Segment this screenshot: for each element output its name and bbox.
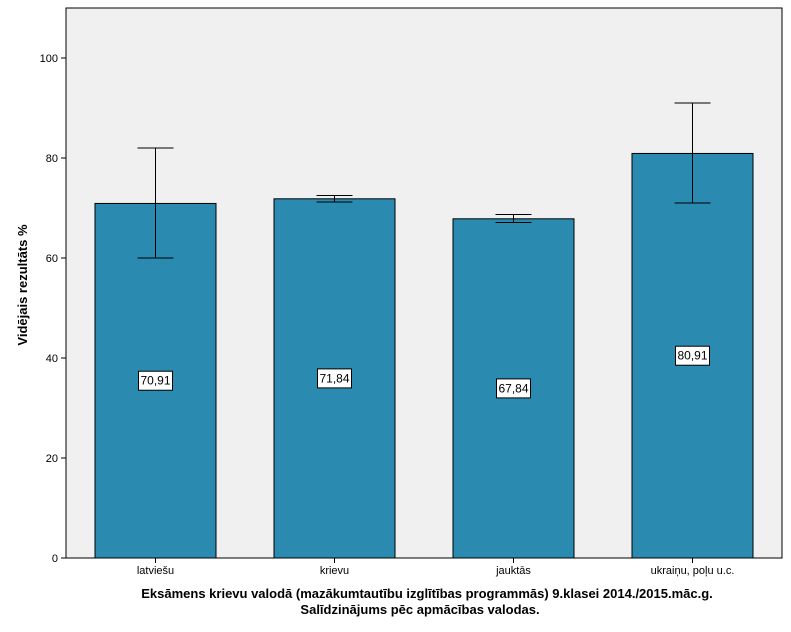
y-tick-label-1: 20 [46,453,58,465]
y-tick-label-5: 100 [40,53,58,65]
x-tick-label-2: jauktās [495,565,531,577]
data-label-0: 70,91 [140,374,170,388]
data-label-box-3 [675,345,710,366]
y-axis-title: Vidējais rezultāts % [15,224,30,346]
x-tick-label-3: ukraiņu, poļu u.c. [651,565,735,577]
data-label-3: 80,91 [677,349,707,363]
x-tick-label-1: krievu [320,565,349,577]
data-label-box-2 [496,378,531,399]
y-tick-label-4: 80 [46,153,58,165]
y-tick-label-0: 0 [52,553,58,565]
data-label-box-0 [138,370,173,391]
data-label-2: 67,84 [498,381,528,395]
data-label-1: 71,84 [319,371,349,385]
x-tick-label-0: latviešu [137,565,174,577]
y-tick-label-3: 60 [46,253,58,265]
data-label-box-1 [317,368,352,389]
x-axis-title-line1: Eksāmens krievu valodā (mazākumtautību i… [141,586,713,601]
x-axis-title-line2: Salīdzinājums pēc apmācības valodas. [300,602,539,617]
y-tick-label-2: 40 [46,353,58,365]
